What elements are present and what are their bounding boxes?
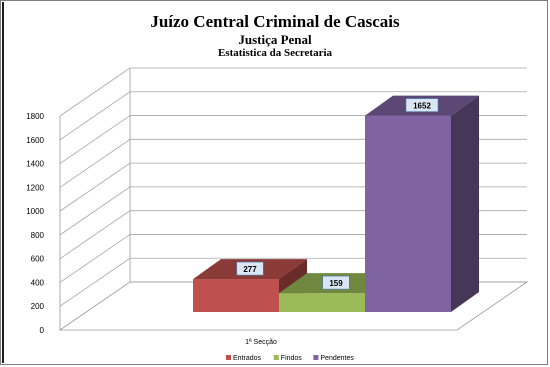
y-tick-label: 1600 bbox=[26, 136, 44, 145]
bar-pendentes-side bbox=[451, 95, 479, 313]
data-label-box bbox=[322, 275, 350, 290]
data-label: 159 bbox=[329, 279, 343, 288]
y-tick-label: 1400 bbox=[26, 160, 44, 169]
data-label: 1652 bbox=[413, 102, 431, 111]
bar-findos-front bbox=[279, 293, 365, 312]
chart-titles: Juízo Central Criminal de Cascais Justiç… bbox=[0, 12, 550, 60]
data-label-box bbox=[405, 98, 439, 112]
chart-subtitle-2: Estatistica da Secretaria bbox=[217, 47, 333, 59]
legend-label-entrados: Entrados bbox=[233, 355, 262, 362]
chart-title: Juízo Central Criminal de Cascais bbox=[150, 12, 400, 31]
floor bbox=[58, 281, 529, 331]
legend-swatch-entrados bbox=[226, 355, 231, 360]
y-tick-label: 1800 bbox=[26, 112, 44, 121]
bar-entrados-front bbox=[193, 279, 279, 312]
y-tick-label: 0 bbox=[40, 326, 45, 335]
legend-swatch-pendentes bbox=[313, 355, 319, 360]
bar-pendentes-front bbox=[365, 115, 451, 313]
gridline bbox=[59, 67, 527, 117]
y-tick-label: 600 bbox=[31, 255, 45, 264]
legend-label-pendentes: Pendentes bbox=[320, 355, 354, 362]
y-tick-label: 200 bbox=[31, 302, 45, 311]
y-tick-label: 400 bbox=[31, 278, 45, 287]
data-label: 277 bbox=[243, 265, 257, 274]
data-label-box bbox=[236, 261, 264, 276]
x-category-label: 1ª Secção bbox=[245, 339, 277, 346]
legend-label-findos: Findos bbox=[281, 355, 303, 362]
y-tick-label: 800 bbox=[31, 231, 45, 240]
y-tick-label: 1000 bbox=[26, 207, 44, 216]
gridline bbox=[59, 91, 527, 141]
legend-swatch-findos bbox=[273, 355, 279, 360]
y-tick-label: 1200 bbox=[26, 183, 44, 192]
chart-subtitle: Justiça Penal bbox=[238, 32, 312, 47]
window-edge bbox=[2, 2, 4, 363]
